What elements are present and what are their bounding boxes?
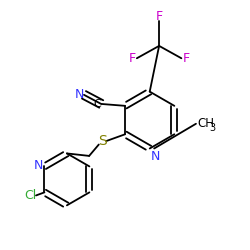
- Text: F: F: [156, 10, 163, 23]
- Text: F: F: [182, 52, 190, 65]
- Text: N: N: [75, 88, 84, 101]
- Text: Cl: Cl: [24, 189, 37, 202]
- Text: F: F: [129, 52, 136, 65]
- Text: N: N: [151, 150, 160, 163]
- Text: CH: CH: [197, 117, 214, 130]
- Text: 3: 3: [209, 123, 215, 133]
- Text: N: N: [34, 160, 43, 172]
- Text: C: C: [94, 99, 101, 109]
- Text: S: S: [98, 134, 107, 148]
